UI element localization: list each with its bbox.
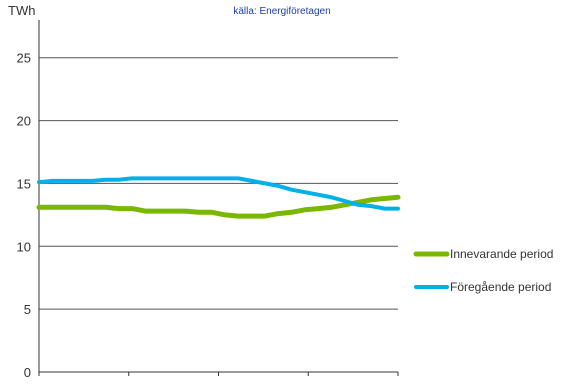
y-tick-label: 0	[24, 365, 31, 380]
y-tick-label: 15	[17, 176, 31, 191]
x-tick-marks	[38, 372, 399, 376]
legend: Innevarande period Föregående period	[413, 247, 553, 294]
series-lines	[36, 176, 401, 219]
series-line-1	[37, 176, 400, 211]
y-tick-labels: 0 5 10 15 20 25	[17, 51, 31, 380]
y-tick-label: 5	[24, 302, 31, 317]
legend-label-1: Föregående period	[450, 280, 551, 294]
y-tick-label: 10	[17, 239, 31, 254]
source-note: källa: Energiföretagen	[233, 6, 330, 17]
y-axis-label: TWh	[8, 3, 35, 18]
series-line-0	[36, 194, 401, 219]
y-tick-label: 25	[17, 51, 31, 66]
legend-label-0: Innevarande period	[450, 247, 553, 261]
gridlines	[39, 57, 398, 310]
y-tick-label: 20	[17, 114, 31, 129]
